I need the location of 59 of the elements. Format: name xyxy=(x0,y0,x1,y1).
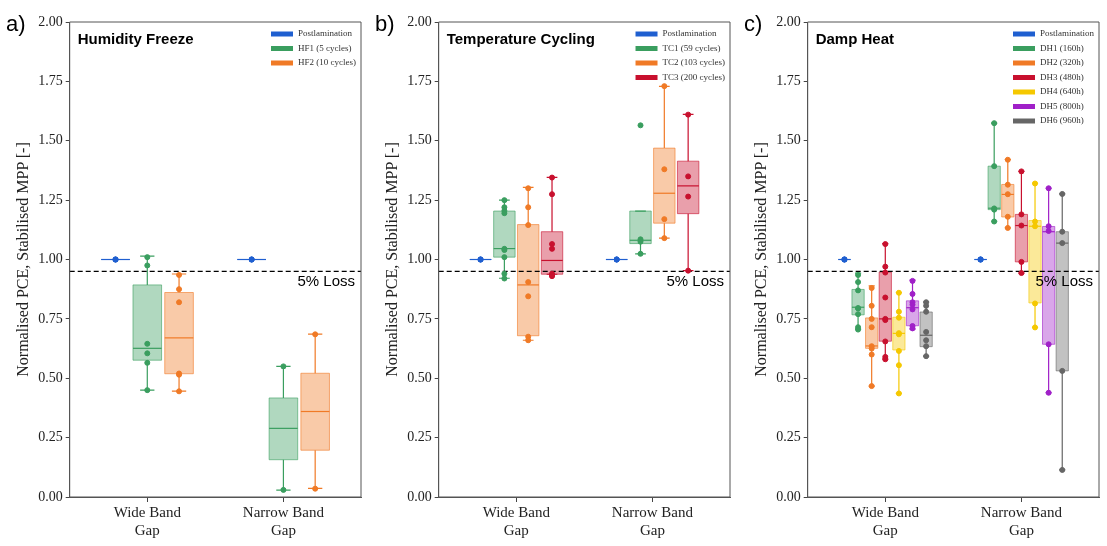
legend-label: DH2 (320h) xyxy=(1040,57,1084,68)
x-tick-label: Wide Band Gap xyxy=(851,503,920,538)
y-tick-label: 1.00 xyxy=(776,251,801,267)
y-tick-label: 1.50 xyxy=(407,132,432,148)
legend-label: TC2 (103 cycles) xyxy=(662,57,725,68)
y-tick-label: 0.50 xyxy=(407,369,432,385)
legend-label: DH5 (800h) xyxy=(1040,100,1084,111)
ref-line-label: 5% Loss xyxy=(1035,272,1093,290)
x-tick-label: Narrow Band Gap xyxy=(611,503,694,538)
legend-label: DH6 (960h) xyxy=(1040,115,1084,126)
text: Damp Heat xyxy=(815,29,895,47)
text: b) xyxy=(375,11,395,37)
y-tick-label: 0.00 xyxy=(407,488,432,504)
y-tick-label: 0.50 xyxy=(38,369,63,385)
legend-label: DH4 (640h) xyxy=(1040,86,1084,97)
y-tick-label: 0.25 xyxy=(38,429,63,445)
y-tick-label: 1.00 xyxy=(38,251,63,267)
y-tick-label: 1.75 xyxy=(776,73,801,89)
y-tick-label: 2.00 xyxy=(38,13,63,29)
y-tick-label: 0.25 xyxy=(776,429,801,445)
legend-label: HF1 (5 cycles) xyxy=(298,42,352,53)
legend-label: DH1 (160h) xyxy=(1040,42,1084,53)
y-tick-label: 1.50 xyxy=(776,132,801,148)
y-tick-label: 0.75 xyxy=(38,310,63,326)
legend-label: HF2 (10 cycles) xyxy=(298,57,357,68)
y-tick-label: 2.00 xyxy=(776,13,801,29)
legend-label: Postlamination xyxy=(298,28,353,39)
y-tick-label: 0.75 xyxy=(407,310,432,326)
y-tick-label: 1.50 xyxy=(38,132,63,148)
y-tick-label: 0.00 xyxy=(38,488,63,504)
ref-line-label: 5% Loss xyxy=(297,272,355,290)
x-tick-label: Narrow Band Gap xyxy=(242,503,325,538)
y-axis-title: Normalised PCE, Stabilised MPP [-] xyxy=(382,142,400,377)
y-tick-label: 1.75 xyxy=(407,73,432,89)
legend-label: TC3 (200 cycles) xyxy=(662,71,725,82)
x-tick-label: Narrow Band Gap xyxy=(980,503,1063,538)
y-tick-label: 1.00 xyxy=(407,251,432,267)
y-tick-label: 0.00 xyxy=(776,488,801,504)
y-tick-label: 1.25 xyxy=(38,191,63,207)
y-tick-label: 0.75 xyxy=(776,310,801,326)
y-tick-label: 2.00 xyxy=(407,13,432,29)
x-tick-label: Wide Band Gap xyxy=(113,503,182,538)
y-tick-label: 0.25 xyxy=(407,429,432,445)
x-tick-label: Wide Band Gap xyxy=(482,503,551,538)
text: a) xyxy=(6,11,26,37)
legend-label: Postlamination xyxy=(1040,28,1095,39)
legend-label: Postlamination xyxy=(662,28,718,39)
y-tick-label: 1.25 xyxy=(776,191,801,207)
text: c) xyxy=(744,11,763,37)
text: Humidity Freeze xyxy=(77,29,194,47)
y-tick-label: 1.25 xyxy=(407,191,432,207)
text: Temperature Cycling xyxy=(446,29,595,47)
y-tick-label: 0.50 xyxy=(776,369,801,385)
y-tick-label: 1.75 xyxy=(38,73,63,89)
legend-label: TC1 (59 cycles) xyxy=(662,42,721,53)
ref-line-label: 5% Loss xyxy=(666,272,724,290)
legend-label: DH3 (480h) xyxy=(1040,71,1084,82)
y-axis-title: Normalised PCE, Stabilised MPP [-] xyxy=(751,142,769,377)
y-axis-title: Normalised PCE, Stabilised MPP [-] xyxy=(13,142,31,377)
